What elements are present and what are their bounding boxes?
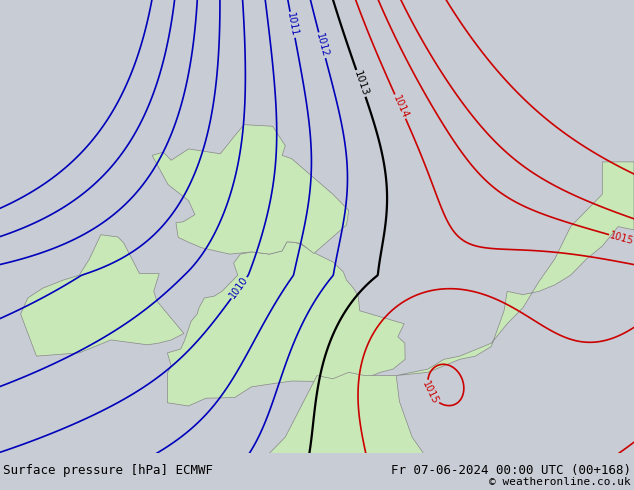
Text: 1011: 1011 bbox=[285, 12, 300, 38]
Polygon shape bbox=[167, 242, 405, 406]
Text: 1015: 1015 bbox=[609, 230, 634, 246]
Text: Fr 07-06-2024 00:00 UTC (00+168): Fr 07-06-2024 00:00 UTC (00+168) bbox=[391, 464, 631, 477]
Polygon shape bbox=[396, 162, 634, 375]
Text: 1012: 1012 bbox=[314, 32, 330, 58]
Text: © weatheronline.co.uk: © weatheronline.co.uk bbox=[489, 477, 631, 487]
Text: 1015: 1015 bbox=[548, 479, 574, 490]
Text: 1010: 1010 bbox=[228, 275, 250, 300]
Polygon shape bbox=[200, 372, 428, 490]
Text: 1013: 1013 bbox=[352, 69, 370, 98]
Text: Surface pressure [hPa] ECMWF: Surface pressure [hPa] ECMWF bbox=[3, 464, 213, 477]
Text: 1015: 1015 bbox=[420, 379, 441, 406]
Polygon shape bbox=[21, 235, 184, 356]
Polygon shape bbox=[152, 124, 349, 254]
Text: 1014: 1014 bbox=[391, 93, 410, 120]
